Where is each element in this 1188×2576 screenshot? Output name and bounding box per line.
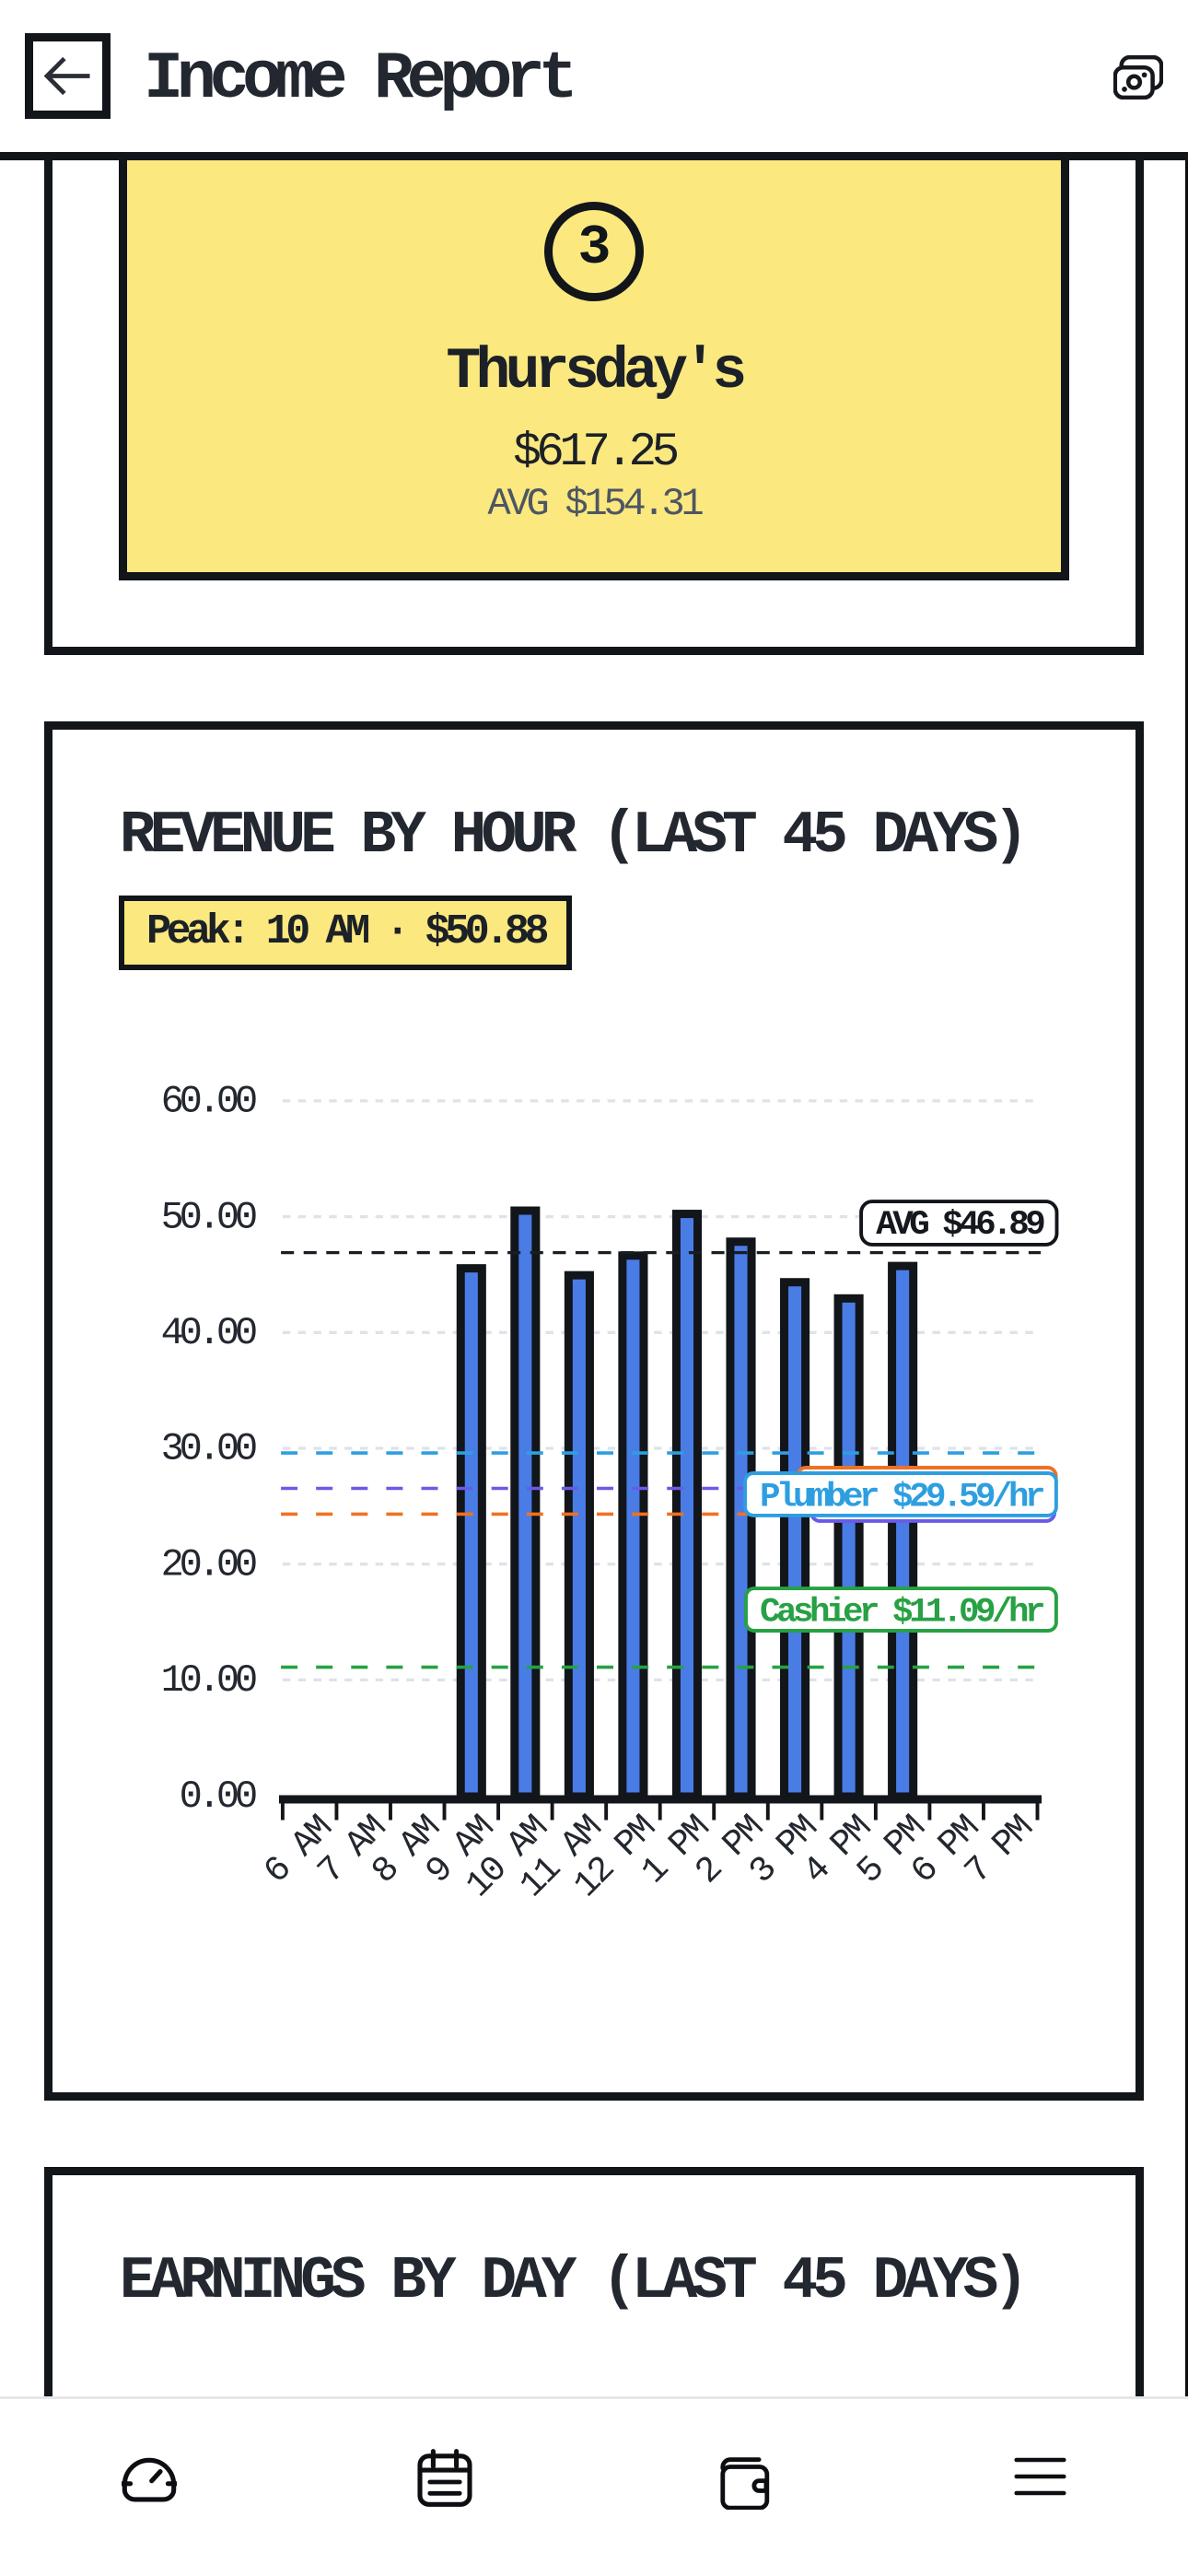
svg-text:Plumber $29.59/hr: Plumber $29.59/hr <box>760 1478 1043 1516</box>
svg-text:0.00: 0.00 <box>180 1774 256 1819</box>
svg-text:10.00: 10.00 <box>161 1658 256 1703</box>
svg-text:40.00: 40.00 <box>161 1311 256 1355</box>
svg-text:20.00: 20.00 <box>161 1542 256 1587</box>
svg-text:30.00: 30.00 <box>161 1427 256 1471</box>
svg-text:Cashier $11.09/hr: Cashier $11.09/hr <box>760 1594 1043 1633</box>
svg-text:50.00: 50.00 <box>161 1195 256 1239</box>
svg-text:60.00: 60.00 <box>161 1080 256 1124</box>
svg-text:AVG $46.89: AVG $46.89 <box>876 1206 1044 1245</box>
